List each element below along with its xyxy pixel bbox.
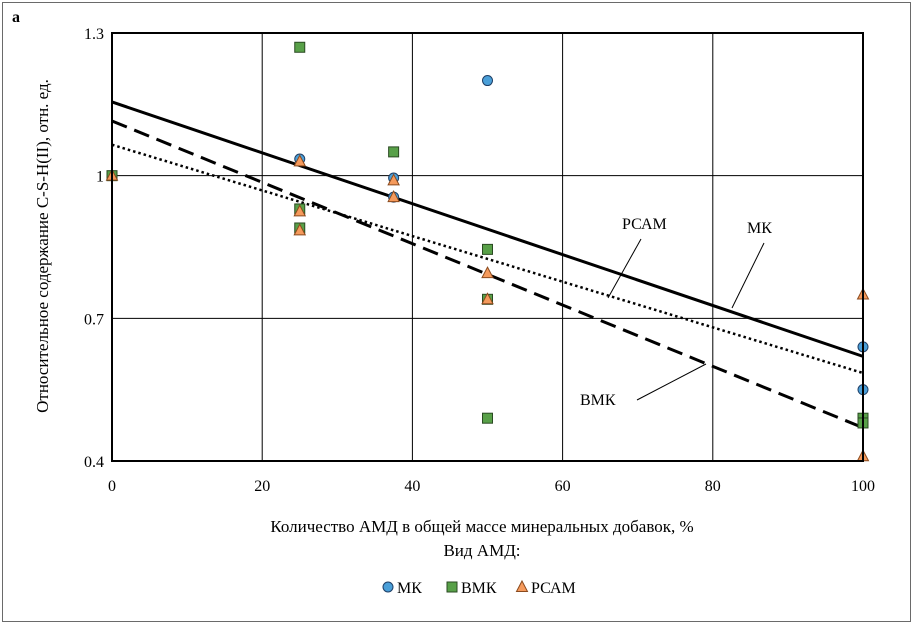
y-tick-label: 1.3 <box>84 26 104 43</box>
data-point-square <box>482 412 493 424</box>
point-layer <box>105 41 870 462</box>
y-tick-label: 1 <box>96 169 104 186</box>
x-tick-label: 20 <box>254 478 270 495</box>
data-point-triangle <box>293 204 307 217</box>
data-point-triangle <box>387 173 400 186</box>
panel-label: a <box>12 9 20 26</box>
data-point-square <box>294 41 306 53</box>
x-tick-label: 40 <box>404 478 420 495</box>
data-point-square <box>482 243 493 255</box>
x-tick-label: 100 <box>851 478 875 495</box>
annotation-layer: РСАМ МК ВМК <box>580 216 772 409</box>
legend-title: Вид АМД: <box>443 541 520 560</box>
tick-layer: 0 20 40 60 80 100 0.4 0.7 1 1.3 <box>84 26 875 495</box>
trendline-square <box>111 119 864 430</box>
plot-area-border <box>111 32 864 462</box>
y-axis-title: Относительное содержание C-S-H(II), отн.… <box>33 79 52 413</box>
data-point-square <box>388 146 400 158</box>
legend-label: МК <box>397 580 422 597</box>
y-tick-label: 0.7 <box>84 311 104 328</box>
data-point-triangle <box>387 189 400 203</box>
legend-label: ВМК <box>461 580 497 597</box>
legend-marker-square <box>446 581 458 593</box>
x-tick-label: 60 <box>555 478 571 495</box>
data-point-circle <box>482 75 493 87</box>
trendline-circle <box>111 100 864 358</box>
trendline-triangle <box>111 143 864 375</box>
annotation-leader <box>636 363 707 401</box>
annotation-label: МК <box>747 220 772 237</box>
x-tick-label: 80 <box>705 478 721 495</box>
trend-layer <box>111 100 864 430</box>
annotation-leader <box>607 238 642 299</box>
grid-layer <box>112 33 863 461</box>
y-tick-label: 0.4 <box>84 454 104 471</box>
data-point-triangle <box>481 266 494 279</box>
legend-marker-triangle <box>515 579 529 592</box>
data-point-triangle <box>293 154 307 167</box>
legend-marker-circle <box>382 581 394 593</box>
legend-label: РСАМ <box>531 580 576 597</box>
annotation-label: РСАМ <box>622 216 667 233</box>
x-tick-label: 0 <box>108 478 116 495</box>
legend: МК ВМК РСАМ <box>382 579 576 597</box>
data-point-triangle <box>293 223 307 236</box>
x-axis-title: Количество АМД в общей массе минеральных… <box>270 517 693 536</box>
data-point-triangle <box>481 292 494 305</box>
annotation-leader <box>731 242 765 309</box>
annotation-label: ВМК <box>580 392 616 409</box>
